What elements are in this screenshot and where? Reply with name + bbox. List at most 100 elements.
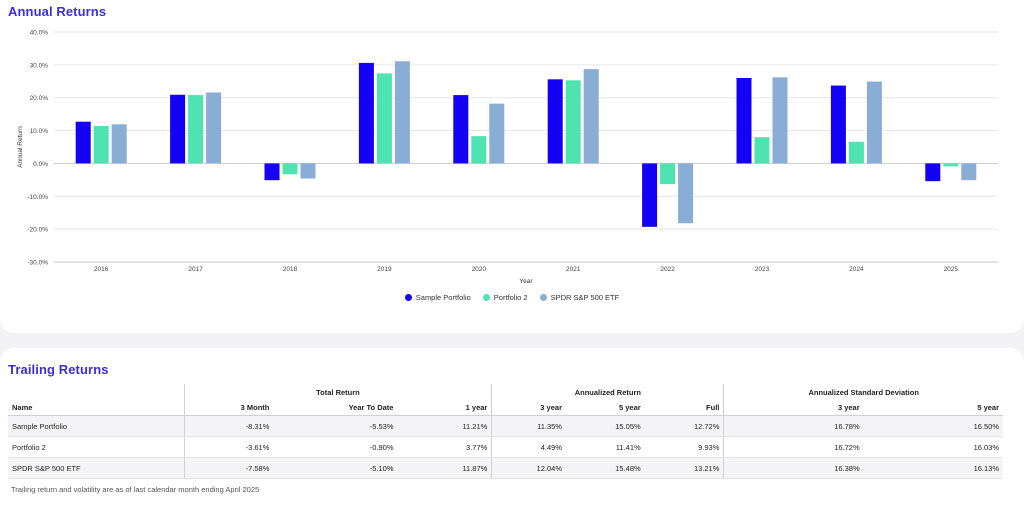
column-header-std-3-year[interactable]: 3 year <box>723 400 864 416</box>
bar-2022-series-0 <box>642 163 658 227</box>
bar-2019-series-2 <box>394 61 410 164</box>
bar-2025-series-2 <box>961 163 977 181</box>
bar-2025-series-0 <box>925 163 941 182</box>
bar-2023-series-1 <box>754 137 770 164</box>
legend-label-series-2: SPDR S&P 500 ETF <box>550 293 620 302</box>
cell-value: 11.21% <box>397 415 492 437</box>
trailing-returns-table: Total Return Annualized Return Annualize… <box>8 384 1003 479</box>
x-tick-label: 2016 <box>94 266 109 273</box>
bar-2017-series-1 <box>188 95 204 164</box>
bar-2022-series-2 <box>678 163 694 224</box>
bar-2018-series-1 <box>282 163 298 175</box>
bar-2017-series-0 <box>170 94 186 164</box>
x-axis-label: Year <box>519 278 533 285</box>
cell-name: Sample Portfolio <box>8 415 185 437</box>
bar-2024-series-1 <box>848 141 864 164</box>
column-header-1-year[interactable]: 1 year <box>397 400 492 416</box>
cell-value: 11.41% <box>565 436 645 458</box>
column-header-name[interactable]: Name <box>8 400 185 416</box>
x-tick-label: 2017 <box>188 266 203 273</box>
y-tick-label: 30.0% <box>30 62 49 69</box>
bar-2022-series-1 <box>660 163 676 185</box>
y-tick-label: 0.0% <box>33 161 48 168</box>
bar-2021-series-1 <box>565 80 581 164</box>
bar-2019-series-1 <box>376 73 392 164</box>
legend-item-series-1[interactable]: Portfolio 2 <box>482 293 528 302</box>
annual-returns-title: Annual Returns <box>8 4 107 19</box>
table-row: Sample Portfolio -8.31% -5.53% 11.21% 11… <box>8 415 1003 437</box>
cell-value: -3.61% <box>183 436 274 458</box>
column-header-3-month[interactable]: 3 Month <box>183 400 274 416</box>
cell-value: 12.04% <box>491 457 566 479</box>
table-row: SPDR S&P 500 ETF -7.58% -5.10% 11.87% 12… <box>8 457 1003 479</box>
x-tick-label: 2020 <box>472 266 487 273</box>
cell-value: 11.35% <box>491 415 566 437</box>
bar-2020-series-0 <box>453 95 469 164</box>
cell-value: 16.50% <box>863 415 1003 437</box>
group-header-empty <box>8 384 184 400</box>
table-row: Portfolio 2 -3.61% -0.90% 3.77% 4.49% 11… <box>8 436 1003 458</box>
cell-value: 9.93% <box>644 436 724 458</box>
x-tick-label: 2025 <box>944 266 959 273</box>
column-header-std-5-year[interactable]: 5 year <box>863 400 1003 416</box>
bar-2020-series-1 <box>471 136 487 164</box>
x-tick-label: 2021 <box>566 266 581 273</box>
table-group-header-row: Total Return Annualized Return Annualize… <box>8 384 1003 400</box>
cell-value: 16.03% <box>863 436 1003 458</box>
column-header-5-year[interactable]: 5 year <box>565 400 645 416</box>
cell-value: -7.58% <box>183 457 274 479</box>
cell-value: 12.72% <box>644 415 724 437</box>
chart-legend: Sample Portfolio Portfolio 2 SPDR S&P 50… <box>0 293 1024 302</box>
legend-swatch-series-0 <box>404 294 412 301</box>
legend-label-series-0: Sample Portfolio <box>415 293 471 302</box>
x-tick-label: 2019 <box>377 266 392 273</box>
cell-value: 15.48% <box>565 457 645 479</box>
legend-swatch-series-2 <box>539 294 547 301</box>
trailing-returns-title: Trailing Returns <box>8 362 109 377</box>
table-header-row: Name 3 Month Year To Date 1 year 3 year … <box>8 400 1003 416</box>
cell-name: SPDR S&P 500 ETF <box>8 457 185 479</box>
bar-2024-series-0 <box>830 85 846 164</box>
bar-2021-series-0 <box>547 79 563 164</box>
trailing-returns-card: Trailing Returns Total Return Annualized… <box>0 348 1024 512</box>
cell-name: Portfolio 2 <box>8 436 185 458</box>
legend-item-series-2[interactable]: SPDR S&P 500 ETF <box>539 293 620 302</box>
x-tick-label: 2022 <box>660 266 675 273</box>
x-tick-label: 2023 <box>755 266 770 273</box>
bar-2017-series-2 <box>206 92 222 164</box>
annual-returns-card: Annual Returns 40.0% 30.0% 20.0% 10.0% 0.0% -… <box>0 0 1024 333</box>
bar-2016-series-0 <box>75 121 91 164</box>
bar-2023-series-0 <box>736 78 752 164</box>
cell-value: 4.49% <box>491 436 566 458</box>
legend-item-series-0[interactable]: Sample Portfolio <box>404 293 471 302</box>
column-header-3-year[interactable]: 3 year <box>491 400 566 416</box>
bar-2023-series-2 <box>772 77 788 164</box>
bar-2016-series-1 <box>93 125 109 164</box>
bar-2019-series-0 <box>358 62 374 164</box>
cell-value: 16.72% <box>723 436 864 458</box>
y-tick-label: 10.0% <box>30 128 49 135</box>
column-header-year-to-date[interactable]: Year To Date <box>273 400 398 416</box>
cell-value: 16.78% <box>723 415 864 437</box>
annual-returns-chart: 40.0% 30.0% 20.0% 10.0% 0.0% -10.0% -20.0% -30.… <box>17 30 998 285</box>
trailing-returns-note: Trailing return and volatility are as of… <box>11 485 260 494</box>
bar-2021-series-2 <box>583 69 599 164</box>
x-tick-label: 2018 <box>283 266 298 273</box>
cell-value: 16.13% <box>863 457 1003 479</box>
cell-value: 11.87% <box>397 457 492 479</box>
y-axis-label: Annual Return <box>17 126 24 168</box>
y-tick-label: -30.0% <box>27 260 48 267</box>
cell-value: -8.31% <box>183 415 274 437</box>
cell-value: -5.53% <box>273 415 398 437</box>
legend-label-series-1: Portfolio 2 <box>493 293 528 302</box>
cell-value: 16.38% <box>723 457 864 479</box>
column-header-full[interactable]: Full <box>644 400 724 416</box>
bar-2018-series-2 <box>300 163 316 179</box>
bar-2016-series-2 <box>111 124 127 164</box>
cell-value: 3.77% <box>397 436 492 458</box>
bar-2025-series-1 <box>943 163 959 167</box>
bar-2020-series-2 <box>489 103 505 164</box>
y-tick-label: 40.0% <box>30 30 49 37</box>
bar-2024-series-2 <box>866 81 882 164</box>
group-header-annualized-return: Annualized Return <box>491 384 724 400</box>
